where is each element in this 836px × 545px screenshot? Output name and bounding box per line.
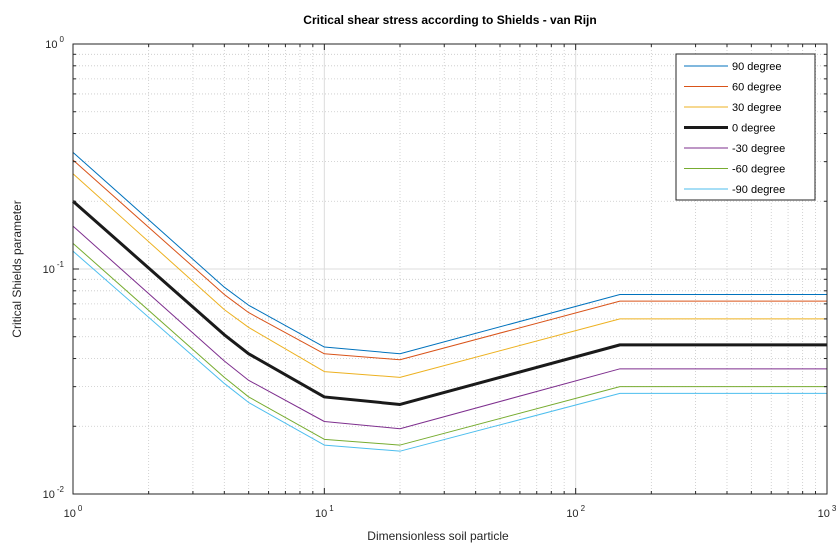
legend-label: 60 degree [732,82,782,94]
plot-lines [72,151,827,452]
legend-label: -60 degree [732,164,785,176]
legend-label: 0 degree [732,123,775,135]
series-line [72,250,827,452]
y-tick-label: 10 -2 [43,485,65,501]
series-line [72,151,827,355]
series-line [72,159,827,361]
x-tick-label: 10 2 [566,504,585,520]
x-tick-label: 10 0 [64,504,83,520]
x-tick-label: 10 1 [315,504,334,520]
y-axis-label: Critical Shields parameter [10,200,24,337]
axis-ticks [72,44,827,495]
chart-title: Critical shear stress according to Shiel… [303,13,596,27]
legend-label: -30 degree [732,143,785,155]
series-line [72,225,827,430]
legend: 90 degree 60 degree 30 degree 0 degree -30 d… [675,53,816,201]
legend-label: 90 degree [732,61,782,73]
x-tick-labels: 10 0 10 1 10 2 10 3 [64,504,836,520]
y-tick-label: 10 -1 [43,260,65,276]
grid [73,44,827,494]
x-tick-label: 10 3 [818,504,836,520]
series-line [72,242,827,446]
series-line [72,173,827,378]
series-line [72,200,827,406]
y-tick-label: 10 0 [45,35,64,51]
legend-label: -90 degree [732,184,785,196]
legend-label: 30 degree [732,102,782,114]
x-axis-label: Dimensionless soil particle [367,529,509,543]
